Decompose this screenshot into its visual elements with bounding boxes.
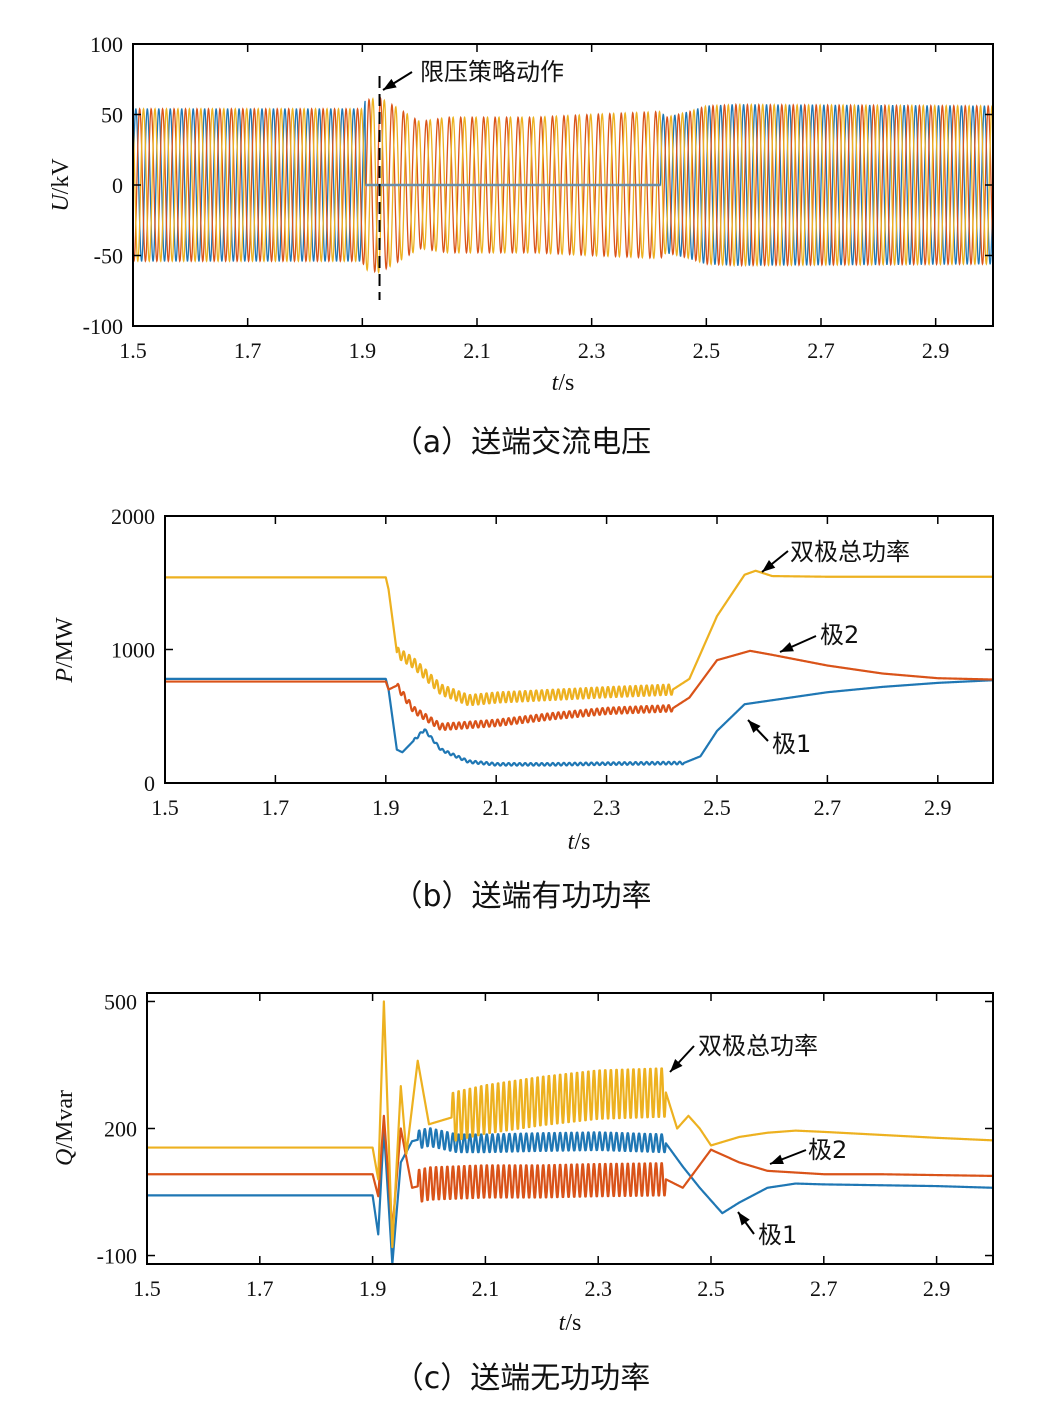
y-tick-label: 500 (104, 989, 137, 1014)
plot-frame (146, 992, 994, 1265)
y-axis-ticks: 100 50 0 -50 -100 (83, 32, 993, 339)
x-tick-label: 2.7 (807, 338, 835, 363)
y-tick-label: -100 (83, 314, 123, 339)
series-pole1-line (164, 677, 994, 767)
x-tick-label: 1.7 (246, 1276, 274, 1301)
panel-caption: （c）送端无功功率 (394, 1361, 651, 1396)
phase-b-trace (132, 96, 994, 274)
series-pole2-line (146, 1114, 994, 1232)
x-axis-ticks: 1.5 1.7 1.9 2.1 2.3 2.5 2.7 2.9 (133, 993, 950, 1301)
annotation-arrow-line (382, 71, 413, 91)
arrow-pole2 (769, 1149, 807, 1165)
label-pole2: 极2 (808, 1136, 847, 1164)
x-tick-label: 2.5 (693, 338, 721, 363)
y-axis-ticks: 500 200 -100 (97, 989, 993, 1269)
y-tick-label: -100 (97, 1244, 137, 1269)
label-total-power: 双极总功率 (698, 1032, 818, 1060)
label-pole1: 极1 (772, 730, 811, 758)
active-power-panel: 2000 1000 0 1.5 1.7 1.9 2.1 2.3 2.5 2.7 2.9 双极总功率… (52, 504, 994, 914)
x-tick-label: 2.1 (472, 1276, 500, 1301)
x-tick-label: 1.7 (234, 338, 262, 363)
x-axis-ticks: 1.5 1.7 1.9 2.1 2.3 2.5 2.7 2.9 (119, 44, 949, 363)
y-tick-label: 0 (112, 173, 123, 198)
voltage-traces (132, 96, 994, 275)
reactive-power-panel: 500 200 -100 1.5 1.7 1.9 2.1 2.3 2.5 2.7 2.9 双极总功… (52, 989, 994, 1396)
phase-a-trace (132, 97, 994, 275)
x-tick-label: 2.5 (703, 795, 731, 820)
x-axis-label: t/s (552, 370, 575, 396)
y-tick-label: 2000 (111, 504, 155, 529)
x-tick-label: 2.9 (922, 338, 950, 363)
annotation-label: 限压策略动作 (420, 58, 564, 86)
series-pole2-line (164, 649, 994, 731)
x-tick-label: 2.7 (814, 795, 842, 820)
reactive-power-traces (146, 1000, 994, 1266)
label-pole2: 极2 (820, 621, 859, 649)
x-tick-label: 1.9 (372, 795, 400, 820)
x-tick-label: 2.3 (584, 1276, 612, 1301)
x-tick-label: 2.5 (697, 1276, 725, 1301)
x-tick-label: 2.9 (924, 795, 952, 820)
x-tick-label: 2.9 (923, 1276, 951, 1301)
x-axis-label: t/s (559, 1310, 582, 1336)
label-pole1: 极1 (758, 1221, 797, 1249)
x-tick-label: 2.3 (578, 338, 606, 363)
y-tick-label: 50 (101, 103, 123, 128)
x-tick-label: 2.1 (463, 338, 491, 363)
x-axis-label: t/s (568, 829, 591, 855)
label-total-power: 双极总功率 (790, 538, 910, 566)
annotation-arrow (382, 71, 413, 91)
y-tick-label: 100 (90, 32, 123, 57)
x-tick-label: 1.5 (119, 338, 147, 363)
x-tick-label: 1.7 (262, 795, 290, 820)
series-total-power-line (146, 1000, 994, 1249)
voltage-panel: 100 50 0 -50 -100 1.5 1.7 1.9 2.1 2.3 2.5 2.7 2.9 限… (48, 32, 994, 460)
y-axis-label: Q/Mvar (52, 1090, 78, 1166)
x-axis-ticks: 1.5 1.7 1.9 2.1 2.3 2.5 2.7 2.9 (151, 516, 952, 820)
x-tick-label: 2.3 (593, 795, 621, 820)
y-axis-ticks: 2000 1000 0 (111, 504, 993, 796)
y-tick-label: 200 (104, 1117, 137, 1142)
active-power-traces (164, 569, 994, 767)
arrow-pole1 (747, 719, 769, 742)
arrow-total-power (761, 550, 789, 573)
x-tick-label: 2.1 (482, 795, 510, 820)
y-axis-label: P/MW (52, 617, 78, 684)
panel-caption: （b）送端有功功率 (392, 879, 651, 914)
arrow-pole2 (779, 635, 817, 653)
x-tick-label: 1.9 (359, 1276, 387, 1301)
x-tick-label: 1.9 (349, 338, 377, 363)
y-tick-label: 0 (144, 771, 155, 796)
x-tick-label: 1.5 (151, 795, 179, 820)
arrow-total-power (669, 1045, 695, 1073)
panel-caption: （a）送端交流电压 (393, 425, 651, 460)
y-tick-label: 1000 (111, 638, 155, 663)
y-tick-label: -50 (94, 244, 123, 269)
annotation-arrows (747, 550, 817, 742)
annotation-arrows (669, 1045, 807, 1235)
arrow-pole1 (737, 1211, 755, 1235)
y-axis-label: U/kV (48, 158, 74, 212)
series-pole1-line (146, 1127, 994, 1266)
x-tick-label: 2.7 (810, 1276, 838, 1301)
series-total-power-line (164, 569, 994, 707)
x-tick-label: 1.5 (133, 1276, 161, 1301)
